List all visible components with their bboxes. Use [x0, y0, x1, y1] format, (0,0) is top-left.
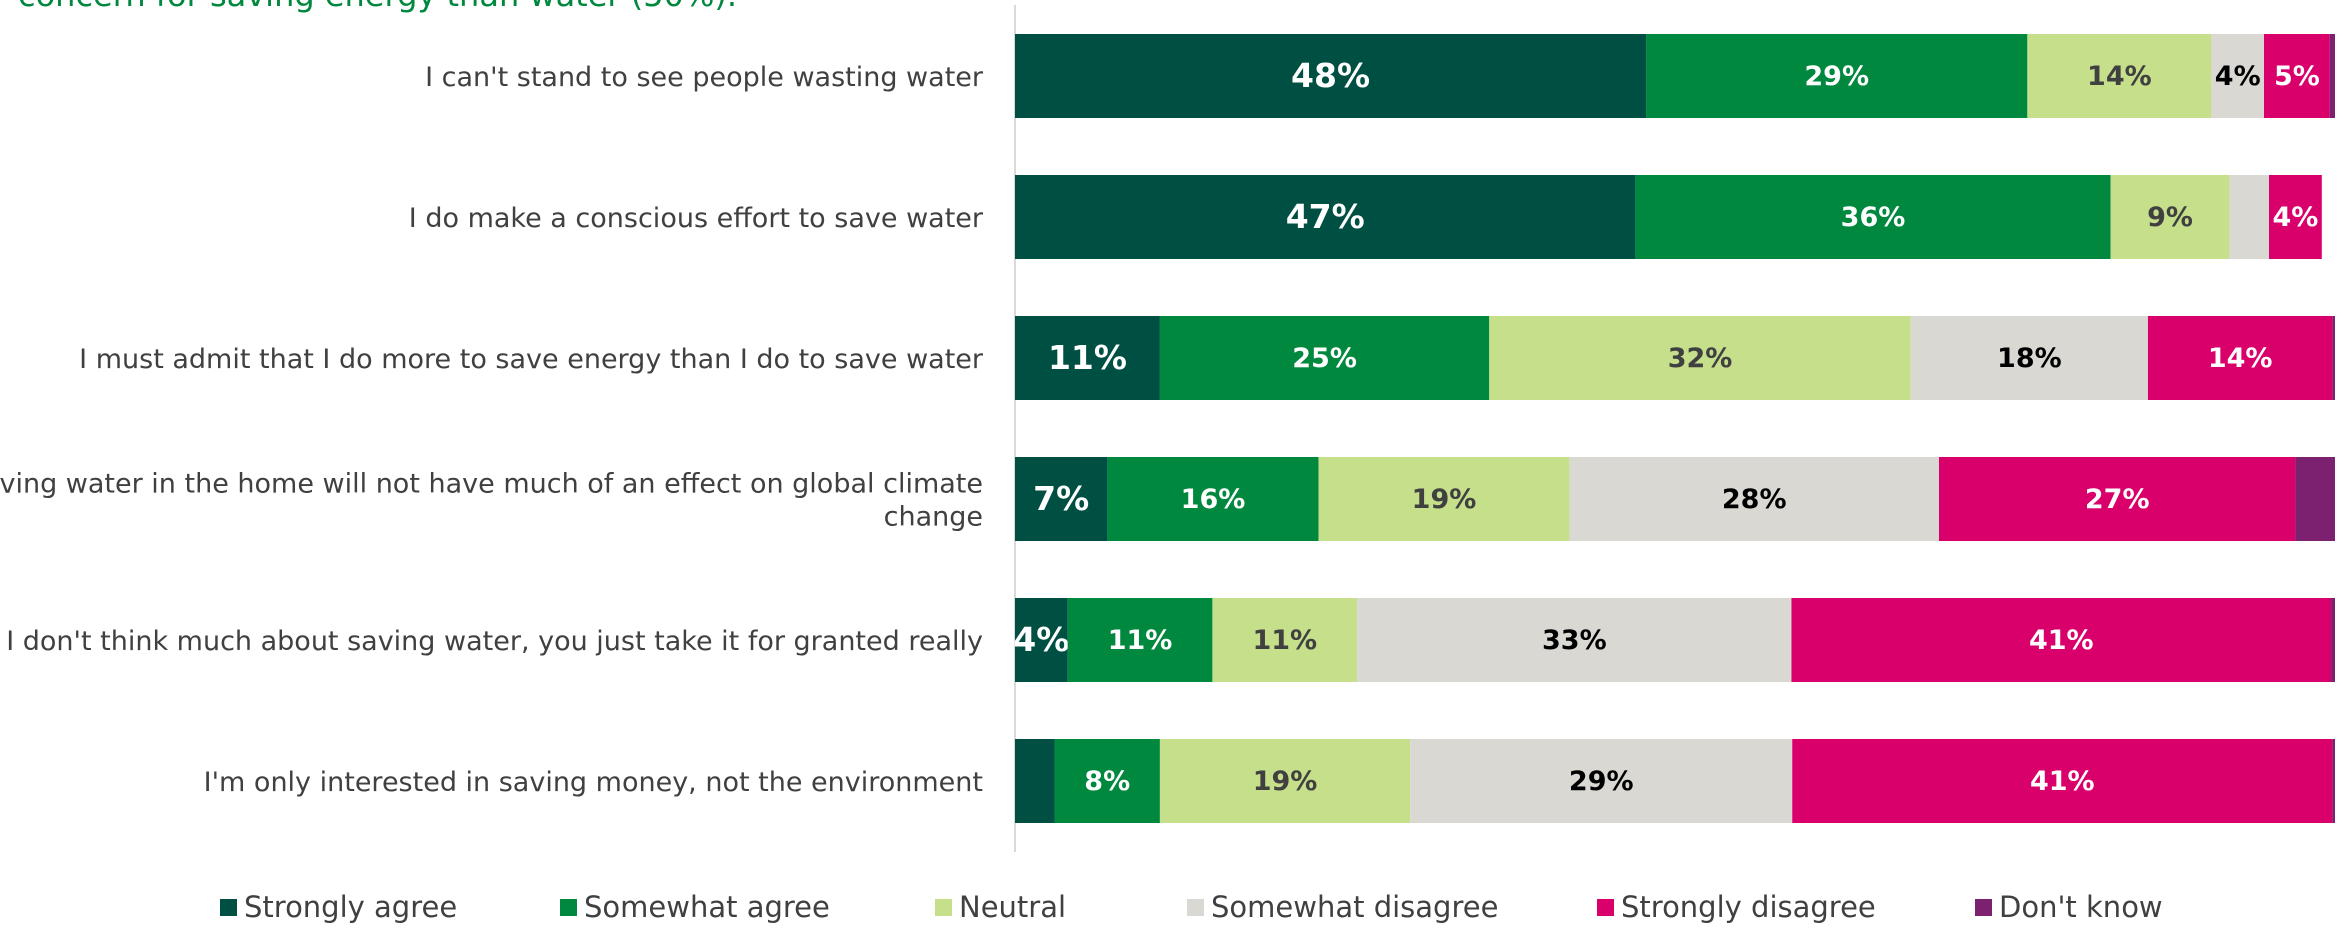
data-label: 11%	[1048, 338, 1127, 377]
bar-segment	[1159, 739, 1411, 823]
category-label: I do make a conscious effort to save wat…	[409, 203, 984, 234]
data-label: 5%	[2274, 61, 2320, 92]
bar-segment	[2295, 457, 2335, 541]
legend-item: Don't know	[1975, 890, 2163, 924]
bar-segment	[2211, 34, 2265, 118]
bar-segment	[1357, 598, 1792, 682]
bars: 48% 29% 14% 4% 5% 47% 36% 9% 4% 11% 25% 32% 18% 14% 7%…	[1013, 34, 2335, 823]
bar-segment	[1015, 34, 1647, 118]
data-label: 36%	[1841, 202, 1906, 233]
data-label: 29%	[1804, 61, 1869, 92]
bar-segment	[1318, 457, 1570, 541]
data-label: 19%	[1253, 766, 1318, 797]
data-label: 27%	[2085, 484, 2150, 515]
bar-segment	[1791, 598, 2332, 682]
bar-segment	[1939, 457, 2296, 541]
legend-swatch	[935, 899, 952, 916]
category-label: Saving water in the home will not have m…	[0, 469, 983, 533]
data-label: 29%	[1569, 766, 1634, 797]
data-label: 32%	[1668, 343, 1733, 374]
data-label: 11%	[1252, 625, 1317, 656]
data-label: 14%	[2208, 343, 2273, 374]
bar-segment	[2269, 175, 2322, 259]
data-label: 9%	[2147, 202, 2193, 233]
data-label: 4%	[2272, 202, 2318, 233]
legend-label: Somewhat disagree	[1211, 890, 1498, 924]
data-label: 25%	[1292, 343, 1357, 374]
data-label: 11%	[1108, 625, 1173, 656]
legend-swatch	[1975, 899, 1992, 916]
bar-segment	[1159, 316, 1490, 400]
data-label: 48%	[1291, 56, 1370, 95]
legend-item: Somewhat disagree	[1187, 890, 1498, 924]
bar-segment	[2110, 175, 2230, 259]
legend-item: Strongly disagree	[1597, 890, 1876, 924]
legend-label: Strongly agree	[244, 890, 457, 924]
bar-segment	[2229, 175, 2269, 259]
legend-swatch	[1187, 899, 1204, 916]
bar-segment	[2329, 34, 2335, 118]
bar-segment	[1910, 316, 2148, 400]
data-label: 28%	[1722, 484, 1787, 515]
bar-segment	[2332, 739, 2335, 823]
legend-swatch	[560, 899, 577, 916]
data-label: 41%	[2030, 766, 2095, 797]
data-label: 19%	[1412, 484, 1477, 515]
category-label: I'm only interested in saving money, not…	[204, 767, 983, 798]
legend-label: Neutral	[959, 890, 1066, 924]
data-label: 4%	[2215, 61, 2261, 92]
data-label: 41%	[2029, 625, 2094, 656]
data-label: 16%	[1181, 484, 1246, 515]
bar-segment	[1015, 457, 1108, 541]
bar-segment	[1635, 175, 2111, 259]
bar-segment	[2027, 34, 2212, 118]
category-labels: I can't stand to see people wasting wate…	[0, 62, 984, 798]
bar-segment	[1015, 316, 1160, 400]
chart-subtitle-fragment: concern for saving energy than water (50…	[18, 0, 737, 14]
legend-label: Strongly disagree	[1621, 890, 1876, 924]
bar-segment	[1792, 739, 2333, 823]
bar-segment	[1569, 457, 1939, 541]
bar-segment	[2147, 316, 2333, 400]
bar-segment	[1054, 739, 1160, 823]
bar-segment	[1646, 34, 2028, 118]
bar-segment	[2331, 598, 2335, 682]
legend-label: Don't know	[1999, 890, 2163, 924]
data-label: 47%	[1286, 197, 1365, 236]
data-label: 14%	[2087, 61, 2152, 92]
category-label: I can't stand to see people wasting wate…	[425, 62, 984, 93]
bar-segment	[1489, 316, 1911, 400]
data-label: 18%	[1997, 343, 2062, 374]
data-label: 4%	[1013, 620, 1069, 659]
category-label: I don't think much about saving water, y…	[6, 626, 983, 657]
bar-segment	[1015, 739, 1055, 823]
bar-segment	[1107, 457, 1319, 541]
legend-item: Neutral	[935, 890, 1066, 924]
bar-segment	[2332, 316, 2335, 400]
bar-segment	[1067, 598, 1213, 682]
legend-label: Somewhat agree	[584, 890, 830, 924]
legend-swatch	[1597, 899, 1614, 916]
bar-segment	[1015, 598, 1068, 682]
legend-item: Somewhat agree	[560, 890, 830, 924]
data-label: 33%	[1542, 625, 1607, 656]
data-label: 8%	[1084, 766, 1130, 797]
bar-segment	[2264, 34, 2330, 118]
bar-segment	[1015, 175, 1636, 259]
bar-segment	[1410, 739, 1793, 823]
legend-item: Strongly agree	[220, 890, 457, 924]
legend-swatch	[220, 899, 237, 916]
legend: Strongly agree Somewhat agree Neutral Somew…	[220, 890, 2163, 924]
bar-segment	[1212, 598, 1358, 682]
data-label: 7%	[1033, 479, 1089, 518]
category-label: I must admit that I do more to save ener…	[79, 344, 984, 375]
